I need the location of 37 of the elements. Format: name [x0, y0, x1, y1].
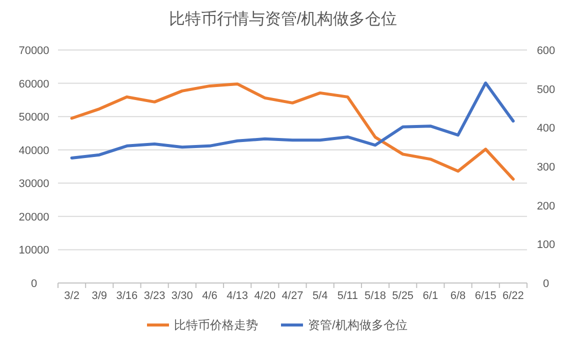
y2-tick-label: 400	[536, 122, 556, 135]
line-series	[70, 82, 515, 181]
x-tick-label: 4/20	[254, 290, 276, 302]
x-tick-label: 6/22	[502, 290, 524, 302]
y2-tick-label: 0	[542, 278, 550, 290]
x-tick-label: 4/13	[226, 290, 248, 302]
y2-tick-label: 200	[536, 200, 556, 212]
y-tick-label: 20000	[18, 211, 50, 224]
x-tick-label: 6/1	[422, 290, 438, 302]
x-tick-label: 3/30	[171, 290, 193, 302]
x-tick-label: 6/8	[450, 290, 466, 302]
x-tick-label: 5/18	[364, 290, 386, 302]
y2-tick-label: 300	[536, 162, 556, 174]
x-tick-label: 6/15	[474, 290, 496, 302]
legend-label: 比特币价格走势	[174, 318, 258, 332]
y-tick-label: 40000	[18, 144, 50, 157]
y-tick-label: 50000	[18, 112, 50, 124]
x-tick-label: 5/25	[392, 290, 414, 302]
x-tick-label: 5/4	[312, 290, 328, 302]
x-tick-label: 4/27	[282, 290, 304, 302]
x-tick-label: 3/16	[116, 290, 138, 302]
x-tick-label: 3/2	[64, 290, 80, 302]
x-tick-label: 5/11	[337, 290, 358, 302]
y-tick-label: 70000	[18, 45, 50, 57]
legend-label: 资管/机构做多仓位	[308, 318, 408, 332]
y2-tick-label: 100	[536, 239, 556, 252]
chart-title: 比特币行情与资管/机构做多仓位	[168, 10, 398, 28]
y-tick-label: 10000	[18, 244, 50, 257]
y-tick-label: 0	[30, 278, 38, 290]
y-tick-label: 30000	[18, 178, 50, 190]
x-tick-label: 3/23	[144, 290, 166, 302]
y2-tick-label: 600	[536, 45, 556, 57]
y2-tick-label: 500	[536, 84, 556, 96]
y-tick-label: 60000	[18, 78, 50, 90]
x-tick-label: 4/6	[202, 290, 218, 302]
line-series	[70, 82, 515, 160]
x-tick-label: 3/9	[92, 290, 108, 302]
